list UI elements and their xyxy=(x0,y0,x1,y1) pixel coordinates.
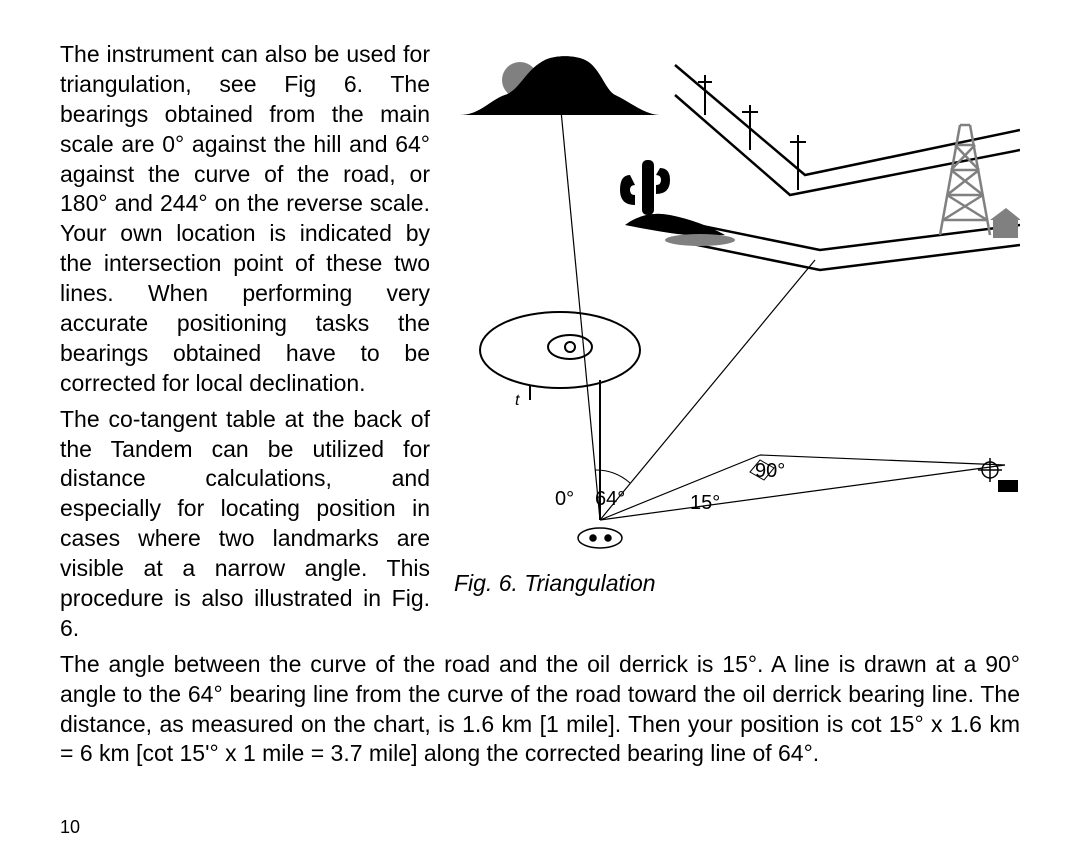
paragraph-3: The angle between the curve of the road … xyxy=(60,650,1020,770)
left-text-column: The instrument can also be used for tria… xyxy=(60,40,430,644)
target-icon xyxy=(978,458,1018,492)
observer-icon xyxy=(578,528,622,548)
paragraph-2: The co-tangent table at the back of the … xyxy=(60,405,430,644)
page: The instrument can also be used for tria… xyxy=(0,0,1080,854)
label-15deg: 15° xyxy=(690,492,720,515)
pole-icon xyxy=(698,75,806,190)
figure-caption: Fig. 6. Triangulation xyxy=(454,570,1020,597)
label-90deg: 90° xyxy=(755,460,785,483)
bearing-lines xyxy=(560,100,1005,520)
svg-text:t: t xyxy=(515,392,520,409)
label-64deg: 64° xyxy=(595,488,625,511)
page-number: 10 xyxy=(60,817,80,838)
top-block: The instrument can also be used for tria… xyxy=(60,40,1020,644)
paragraph-1: The instrument can also be used for tria… xyxy=(60,40,430,399)
cactus-icon xyxy=(620,160,670,215)
house-icon xyxy=(990,208,1020,238)
triangulation-figure: t xyxy=(450,40,1020,560)
figure-column: t xyxy=(450,40,1020,644)
label-0deg: 0° xyxy=(555,488,574,511)
figure-svg: t xyxy=(450,40,1020,560)
